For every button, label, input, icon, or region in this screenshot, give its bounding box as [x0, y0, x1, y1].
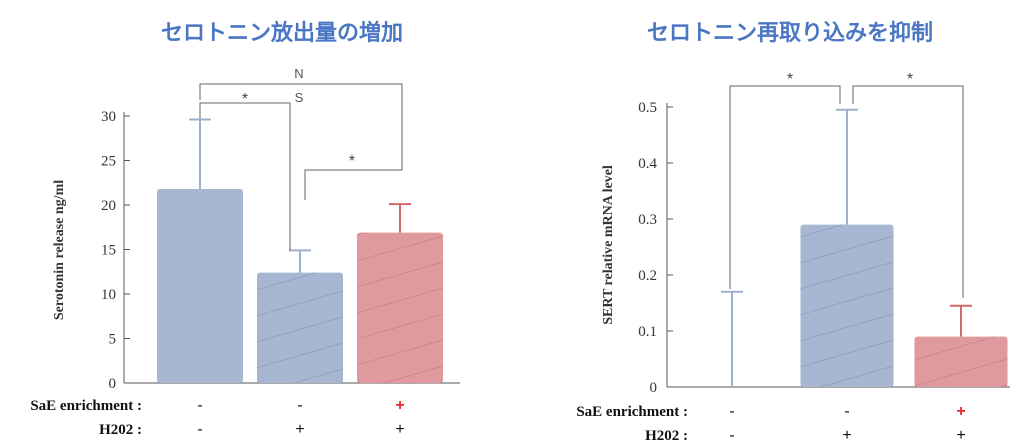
condition-label: H202 : — [645, 428, 688, 444]
chart-title: セロトニン放出量の増加 — [161, 20, 403, 46]
significance-label: * — [907, 71, 913, 88]
significance-bracket — [199, 102, 291, 251]
significance-bracket — [852, 85, 964, 298]
significance-label: * — [787, 71, 793, 88]
y-tick-label: 25 — [101, 154, 116, 170]
y-axis-label: SERT relative mRNA level — [601, 165, 616, 325]
y-tick-label: 10 — [101, 287, 116, 303]
bar-hatch — [357, 232, 443, 383]
y-tick-label: 0.1 — [638, 324, 657, 340]
y-tick-label: 0 — [109, 376, 117, 392]
significance-bracket — [304, 168, 403, 200]
y-tick-label: 0.5 — [638, 100, 657, 116]
significance-label: S — [295, 90, 304, 105]
significance-bracket — [729, 85, 841, 289]
chart-title: セロトニン再取り込みを抑制 — [647, 21, 933, 46]
condition-value: - — [297, 397, 302, 414]
condition-value: - — [197, 421, 202, 438]
condition-value: - — [197, 397, 202, 414]
bar-hatch — [800, 224, 894, 387]
y-tick-label: 20 — [101, 198, 116, 214]
significance-bracket — [199, 83, 403, 168]
sert-mrna-chart: セロトニン再取り込みを抑制 SERT relative mRNA level 0 0.… — [576, 21, 1010, 444]
condition-label: SaE enrichment : — [30, 398, 142, 414]
y-tick-label: 0.4 — [638, 156, 657, 172]
condition-value: + — [395, 397, 404, 414]
y-tick-label: 5 — [109, 332, 117, 348]
condition-label: SaE enrichment : — [576, 404, 688, 420]
condition-value: + — [395, 421, 404, 438]
condition-value: + — [295, 421, 304, 438]
condition-value: - — [729, 403, 734, 420]
condition-value: + — [956, 403, 965, 420]
condition-value: - — [844, 403, 849, 420]
condition-value: + — [842, 427, 851, 444]
condition-label: H202 : — [99, 422, 142, 438]
y-tick-label: 15 — [101, 243, 116, 259]
bar-hatch — [257, 272, 343, 383]
significance-label: * — [349, 153, 355, 170]
y-tick-label: 0 — [650, 380, 658, 396]
bar-hatch — [914, 336, 1008, 387]
condition-value: - — [729, 427, 734, 444]
y-axis-label: Serotonin release ng/ml — [52, 180, 67, 320]
y-tick-label: 30 — [101, 109, 116, 125]
bar — [157, 188, 243, 383]
serotonin-release-chart: セロトニン放出量の増加 Serotonin release ng/ml 0 5 10 15… — [30, 20, 460, 438]
y-tick-label: 0.3 — [638, 212, 657, 228]
significance-label: * — [242, 91, 248, 108]
significance-label: N — [294, 66, 303, 81]
condition-value: + — [956, 427, 965, 444]
y-tick-label: 0.2 — [638, 268, 657, 284]
